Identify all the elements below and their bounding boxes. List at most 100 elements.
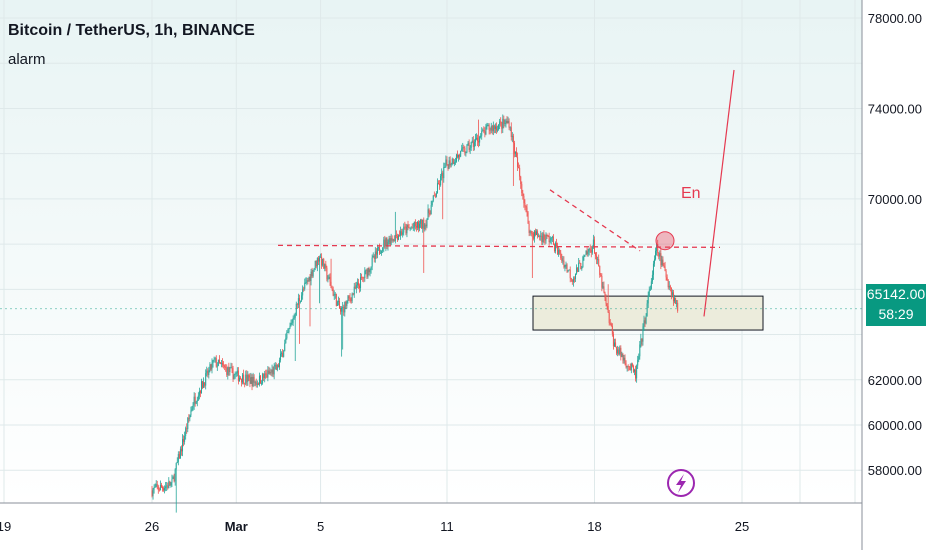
candle-body: [578, 262, 580, 272]
last-price-value: 65142.00: [866, 286, 926, 302]
candle-body: [440, 176, 442, 186]
candle-body: [489, 129, 491, 131]
candle-body: [286, 332, 288, 339]
candle-body: [368, 267, 370, 273]
candle-body: [256, 383, 258, 385]
candle-body: [305, 282, 307, 283]
candle-body: [263, 374, 265, 378]
candle-body: [196, 399, 198, 402]
candle-body: [530, 230, 532, 234]
candle-body: [597, 259, 599, 260]
candle-body: [431, 200, 433, 206]
candle-body: [238, 377, 240, 382]
candle-body: [623, 357, 625, 361]
candle-body: [557, 246, 559, 255]
candle-body: [273, 366, 275, 375]
x-tick-label: Mar: [225, 519, 248, 534]
candle-body: [182, 439, 184, 452]
candle-body: [322, 258, 324, 266]
candle-body: [268, 370, 270, 374]
candle-body: [527, 212, 529, 224]
candle-body: [179, 448, 181, 459]
candle-body: [439, 184, 441, 186]
candle-body: [424, 224, 426, 230]
candle-body: [598, 259, 600, 266]
candle-body: [534, 231, 536, 235]
candle-body: [488, 125, 490, 130]
candle-body: [291, 322, 293, 324]
candle-body: [472, 140, 474, 147]
candle-body: [316, 258, 318, 267]
candle-body: [518, 166, 520, 168]
candle-body: [622, 354, 624, 361]
candle-body: [401, 231, 403, 235]
candle-body: [592, 239, 594, 247]
candle-body: [502, 118, 504, 129]
candle-body: [383, 239, 385, 248]
candle-body: [318, 257, 320, 262]
candle-body: [444, 166, 446, 168]
candle-body: [630, 363, 632, 371]
candle-body: [636, 365, 638, 379]
candle-body: [399, 235, 401, 237]
candle-body: [289, 325, 291, 329]
candle-body: [192, 405, 194, 409]
last-price-tag: 65142.00 58:29: [866, 284, 926, 326]
candle-body: [155, 484, 157, 487]
candle-body: [559, 250, 561, 253]
candle-body: [253, 376, 255, 383]
candle-body: [478, 141, 480, 143]
candle-body: [292, 318, 294, 323]
candle-body: [421, 219, 423, 229]
candle-body: [616, 346, 618, 354]
candle-body: [586, 250, 588, 255]
candle-body: [281, 353, 283, 355]
candle-body: [184, 436, 186, 442]
candle-body: [210, 364, 212, 370]
candle-body: [323, 258, 325, 269]
candle-body: [200, 381, 202, 394]
candle-body: [342, 306, 344, 308]
candle-body: [266, 374, 268, 378]
candle-body: [350, 298, 352, 302]
candle-body: [533, 231, 535, 239]
candle-body: [347, 296, 349, 301]
candle-body: [455, 154, 457, 162]
candle-body: [303, 288, 305, 290]
candle-body: [449, 160, 451, 166]
candle-body: [660, 253, 662, 266]
candle-body: [579, 262, 581, 264]
candle-body: [320, 256, 322, 258]
candle-body: [284, 343, 286, 352]
candle-body: [221, 362, 223, 364]
candle-body: [202, 381, 204, 388]
candle-body: [333, 294, 335, 296]
candle-body: [242, 374, 244, 383]
candle-body: [193, 396, 195, 406]
candle-body: [230, 367, 232, 369]
candle-body: [550, 237, 552, 241]
candle-body: [523, 195, 525, 204]
candle-body: [178, 454, 180, 459]
candle-body: [462, 147, 464, 149]
candle-body: [665, 271, 667, 278]
candle-body: [404, 226, 406, 228]
candle-body: [344, 301, 346, 313]
candle-body: [234, 373, 236, 375]
candle-body: [507, 121, 509, 124]
candle-body: [296, 303, 298, 305]
candle-body: [611, 325, 613, 335]
candle-body: [269, 372, 271, 374]
candle-body: [575, 273, 577, 279]
candle-body: [411, 227, 413, 229]
candle-body: [544, 239, 546, 241]
candle-body: [329, 276, 331, 282]
candle-body: [606, 303, 608, 307]
candle-body: [208, 369, 210, 375]
candle-body: [600, 274, 602, 276]
candle-body: [511, 135, 513, 138]
candle-body: [235, 373, 237, 375]
candle-body: [609, 322, 611, 324]
candle-body: [540, 235, 542, 237]
